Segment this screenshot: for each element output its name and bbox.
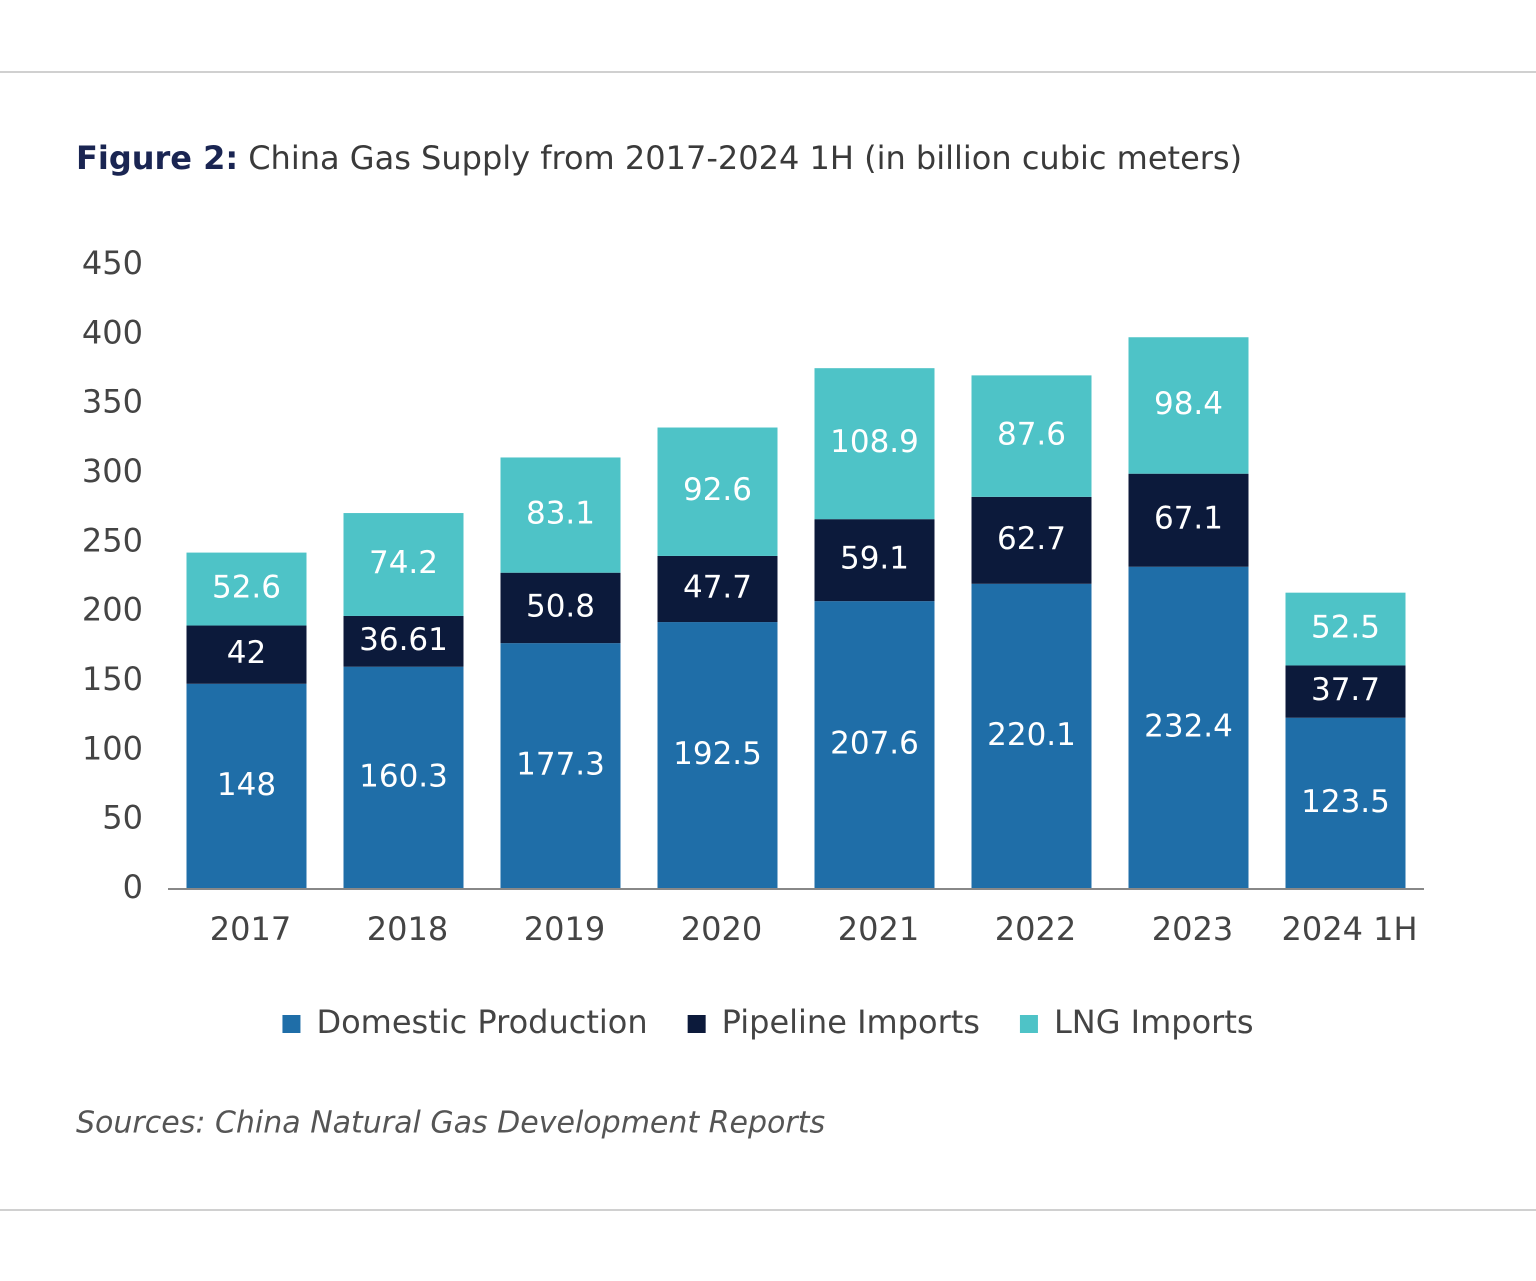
bar-segment: [814, 519, 935, 602]
value-label: 160.3: [359, 758, 448, 794]
value-label: 59.1: [840, 541, 909, 577]
value-label: 67.1: [1154, 501, 1223, 537]
value-label: 108.9: [830, 424, 919, 460]
y-tick-label: 0: [123, 868, 143, 906]
legend-swatch: [1019, 1015, 1038, 1033]
value-label: 192.5: [673, 736, 762, 772]
y-tick-label: 150: [82, 660, 143, 698]
value-label: 47.7: [683, 569, 752, 605]
bar-segment: [657, 555, 778, 623]
legend-swatch: [687, 1015, 706, 1033]
value-label: 36.61: [359, 622, 448, 658]
bar-segment: [186, 625, 307, 684]
bar-segment: [1128, 473, 1249, 567]
y-tick-label: 200: [82, 591, 143, 629]
value-label: 52.5: [1311, 610, 1380, 646]
value-label: 74.2: [369, 545, 438, 581]
value-label: 98.4: [1154, 386, 1223, 422]
x-tick-label: 2018: [367, 910, 448, 948]
y-tick-label: 400: [82, 313, 143, 351]
value-label: 220.1: [987, 717, 1076, 753]
bar-segment: [814, 368, 935, 520]
legend-label: Domestic Production: [316, 1003, 647, 1041]
value-label: 62.7: [997, 521, 1066, 557]
value-label: 37.7: [1311, 672, 1380, 708]
value-label: 52.6: [212, 570, 281, 606]
bar-segment: [1128, 566, 1249, 889]
x-tick-label: 2022: [995, 910, 1076, 948]
source-note: Sources: China Natural Gas Development R…: [76, 1106, 825, 1141]
bar-segment: [1285, 717, 1406, 889]
value-label: 50.8: [526, 588, 595, 624]
value-label: 207.6: [830, 726, 919, 762]
value-label: 92.6: [683, 472, 752, 508]
bar-segment: [343, 615, 464, 667]
bar-segment: [814, 601, 935, 889]
value-label: 123.5: [1301, 784, 1390, 820]
y-tick-label: 250: [82, 521, 143, 559]
bar-segment: [343, 513, 464, 616]
bar-segment: [971, 583, 1092, 889]
value-label: 42: [227, 635, 266, 671]
bar-segment: [971, 496, 1092, 584]
figure-label: Figure 2:: [76, 139, 238, 177]
bar-segment: [500, 572, 621, 644]
y-tick-label: 350: [82, 383, 143, 421]
y-tick-label: 300: [82, 452, 143, 490]
x-tick-label: 2019: [524, 910, 605, 948]
value-label: 177.3: [516, 747, 605, 783]
legend-label: LNG Imports: [1054, 1003, 1254, 1041]
bar-segment: [1128, 337, 1249, 474]
title-text: China Gas Supply from 2017-2024 1H (in b…: [248, 139, 1242, 177]
x-tick-label: 2020: [681, 910, 762, 948]
bar-segment: [657, 427, 778, 556]
value-label: 232.4: [1144, 708, 1233, 744]
y-tick-label: 100: [82, 729, 143, 767]
bar-segment: [186, 683, 307, 889]
legend-label: Pipeline Imports: [722, 1003, 980, 1041]
x-tick-label: 2023: [1152, 910, 1233, 948]
bar-segment: [657, 622, 778, 889]
chart-title: Figure 2: China Gas Supply from 2017-2024…: [76, 139, 1242, 177]
bar-segment: [1285, 592, 1406, 666]
y-tick-label: 50: [102, 799, 143, 837]
x-tick-label: 2021: [838, 910, 919, 948]
bar-segment: [343, 666, 464, 889]
bar-segment: [500, 457, 621, 573]
bar-segment: [971, 375, 1092, 497]
bar-segment: [1285, 665, 1406, 718]
value-label: 148: [217, 767, 276, 803]
bar-segment: [500, 643, 621, 889]
bar-segment: [186, 552, 307, 626]
y-tick-label: 450: [82, 244, 143, 282]
value-label: 83.1: [526, 496, 595, 532]
value-label: 87.6: [997, 417, 1066, 453]
x-tick-label: 2017: [210, 910, 291, 948]
x-tick-label: 2024 1H: [1281, 910, 1417, 948]
legend-swatch: [282, 1015, 301, 1033]
